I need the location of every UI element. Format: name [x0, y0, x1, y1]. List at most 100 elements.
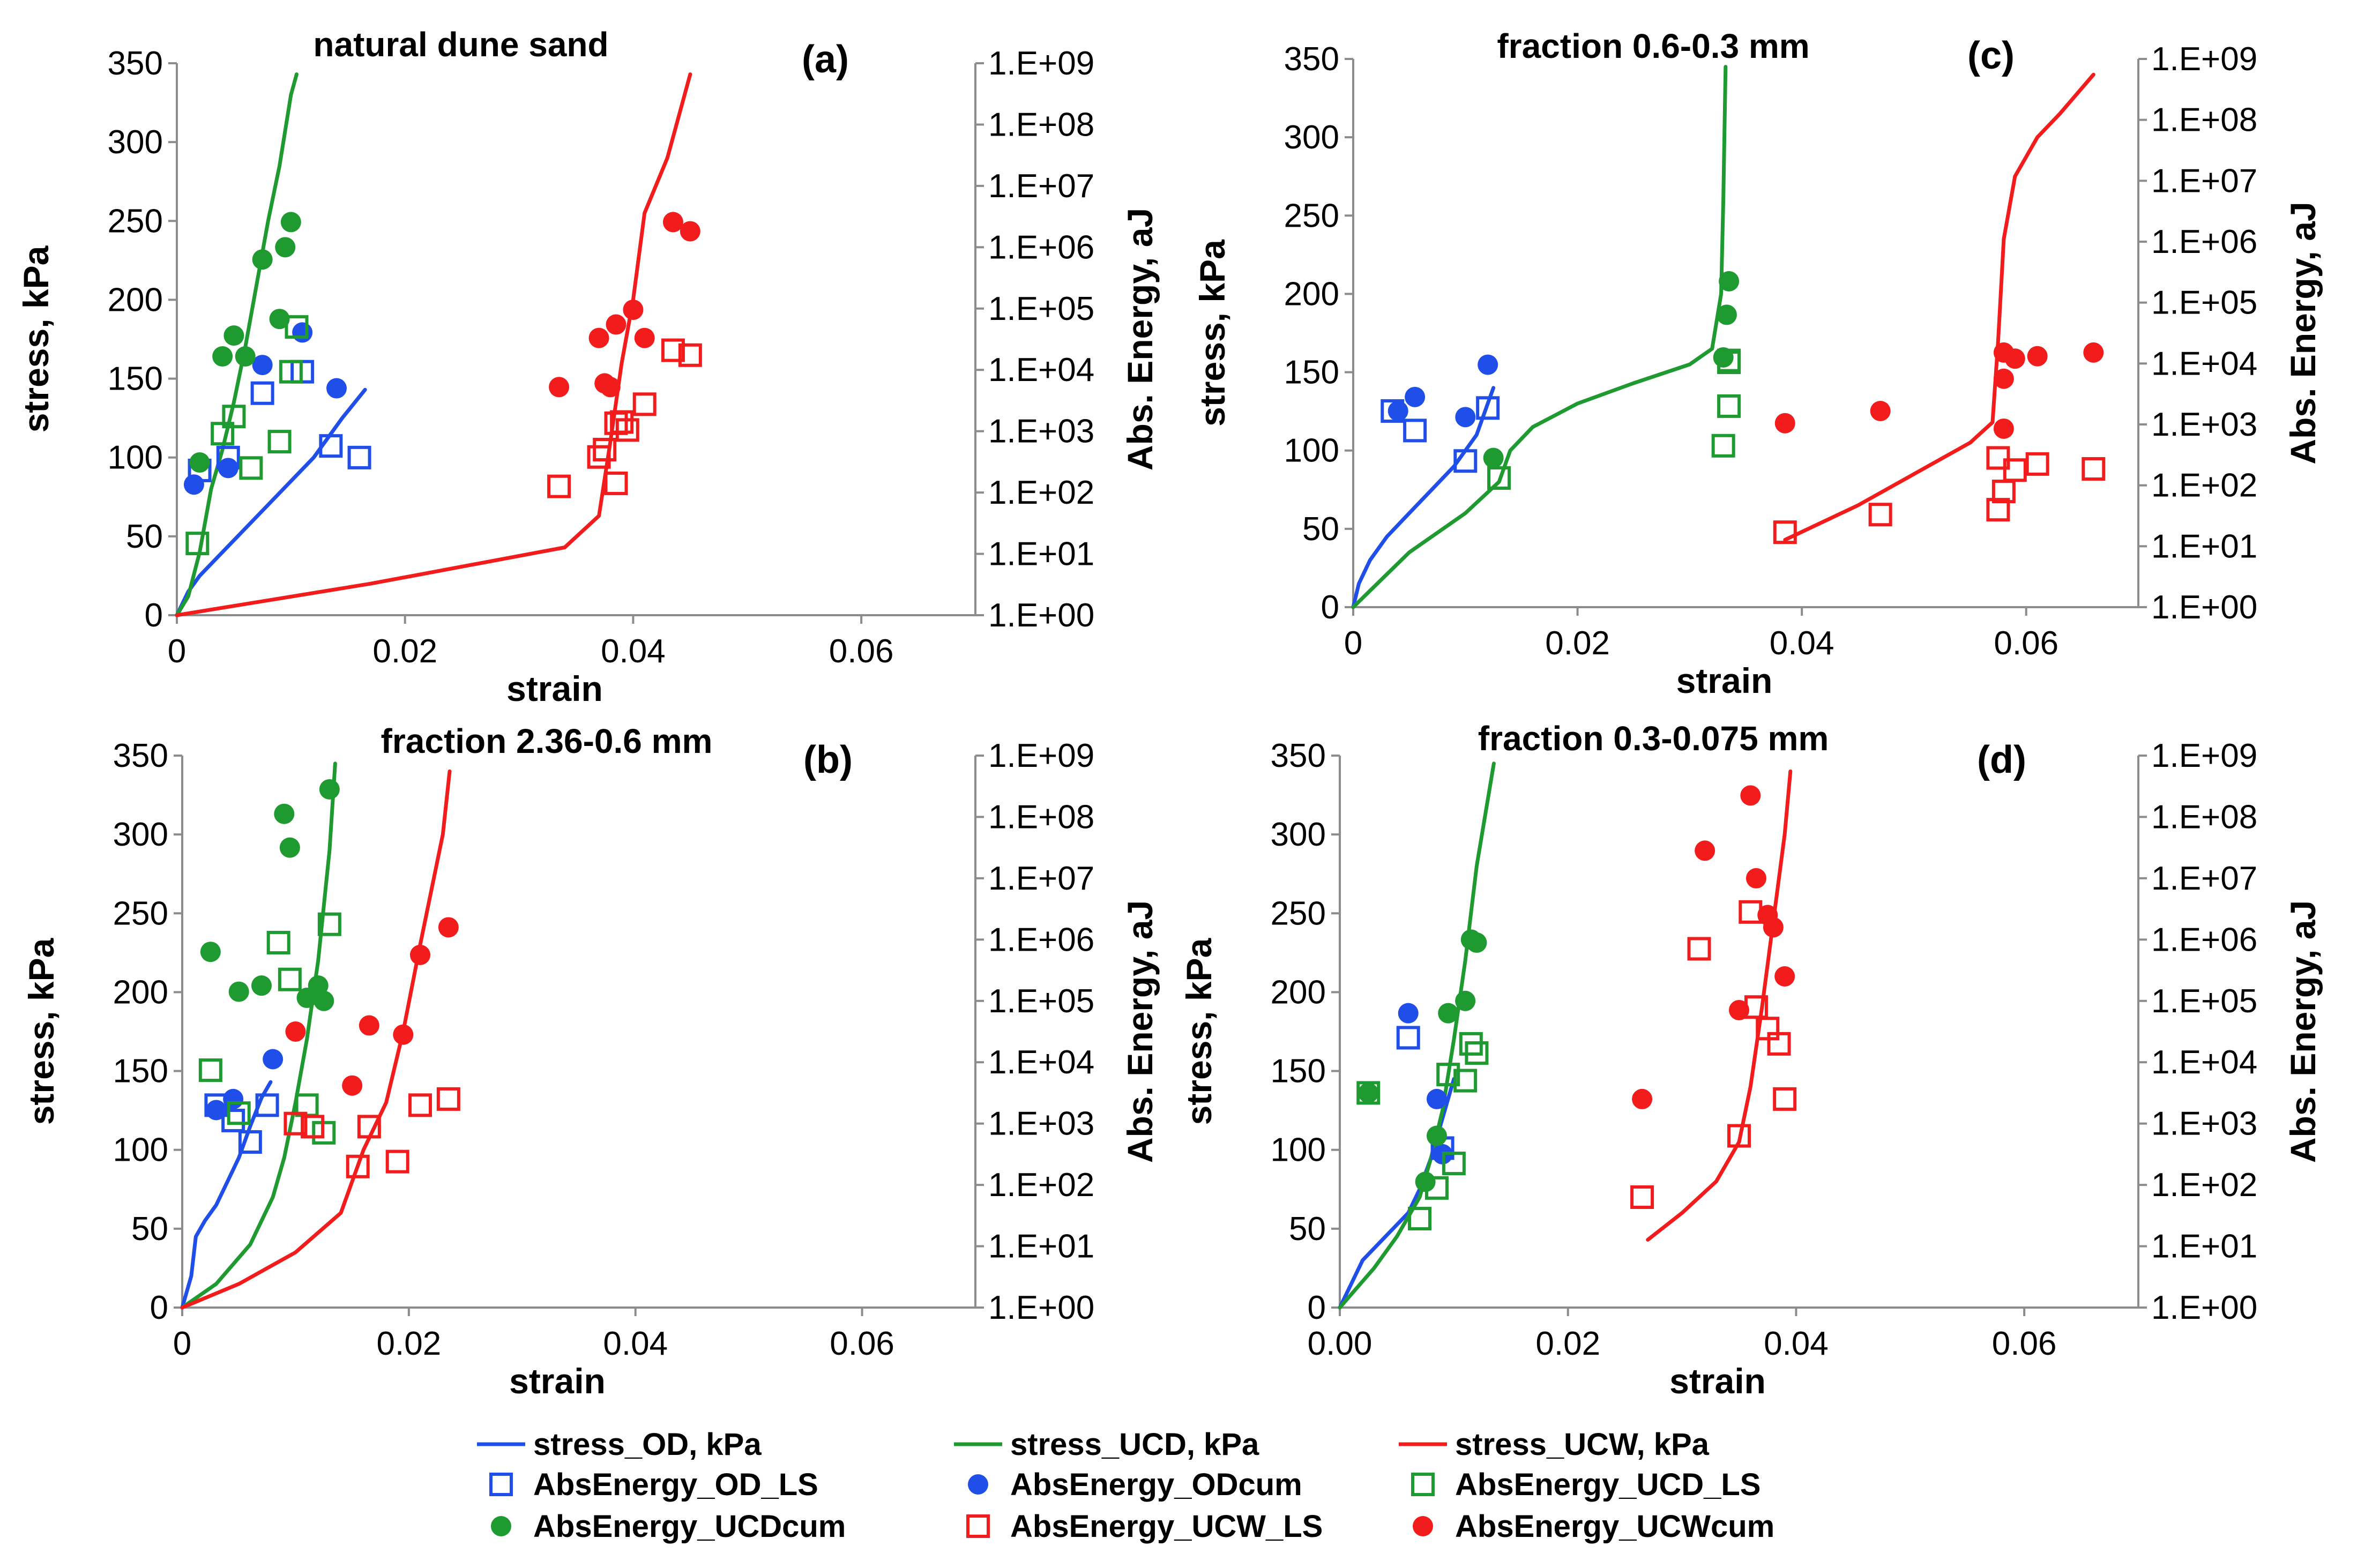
marker-absenergy-od-ls [1453, 449, 1478, 473]
panel-label: (b) [803, 738, 853, 781]
marker-absenergy-ucd-ls [279, 360, 303, 384]
y2-tick-label: 1.E+05 [2151, 285, 2257, 322]
marker-absenergy-ucdcum [1455, 990, 1476, 1011]
x-tick-label: 0.02 [1545, 625, 1610, 662]
marker-absenergy-ucdcum [200, 942, 221, 962]
y-tick-label: 50 [1302, 511, 1339, 548]
y-tick-label: 150 [108, 361, 163, 398]
series-line-stress-ucd [1351, 65, 1728, 609]
y2-tick-label: 1.E+02 [2151, 467, 2257, 504]
legend-label-absenergy-ucd-ls: AbsEnergy_UCD_LS [1455, 1467, 1761, 1502]
marker-absenergy-ucwcum [359, 1015, 379, 1036]
marker-absenergy-ucdcum [223, 325, 244, 346]
x-tick-label: 0.02 [1535, 1325, 1600, 1362]
x-axis-label: strain [1676, 661, 1773, 700]
x-tick-label: 0.04 [1770, 625, 1834, 662]
marker-absenergy-ucd-ls [267, 430, 292, 454]
marker-absenergy-ucw-ls [1630, 1185, 1654, 1209]
y2-tick-label: 1.E+05 [2151, 983, 2257, 1020]
y2-tick-label: 1.E+03 [988, 413, 1094, 450]
y2-tick-label: 1.E+04 [2151, 345, 2257, 382]
y-tick-label: 0 [1308, 1289, 1326, 1326]
y2-tick-label: 1.E+07 [988, 860, 1094, 897]
marker-absenergy-ucw-ls [587, 445, 611, 469]
marker-absenergy-ucw-ls [615, 418, 639, 442]
marker-absenergy-ucwcum [342, 1075, 363, 1096]
marker-absenergy-ucd-ls [1408, 1207, 1431, 1231]
panel-title: fraction 0.3-0.075 mm [1478, 719, 1829, 758]
y-tick-label: 300 [1284, 119, 1339, 156]
y2-tick-label: 1.E+00 [2151, 1289, 2257, 1326]
marker-absenergy-odcum [326, 378, 347, 399]
marker-absenergy-odcum [183, 474, 204, 495]
marker-absenergy-ucdcum [251, 975, 272, 996]
chart-panels: 0 50 100 150 200 250 300 350 0 0.02 0.04 0.06 1.E+00… [16, 25, 2323, 1401]
x-tick-label: 0.02 [372, 633, 437, 670]
y-tick-label: 200 [113, 974, 168, 1011]
marker-absenergy-ucwcum [588, 327, 609, 348]
y2-tick-label: 1.E+01 [2151, 528, 2257, 565]
y2-tick-label: 1.E+05 [988, 290, 1094, 327]
marker-absenergy-ucwcum [1632, 1088, 1653, 1109]
marker-absenergy-ucdcum [1716, 304, 1737, 325]
marker-absenergy-ucw-ls [1773, 1087, 1797, 1111]
x-tick-label: 0.04 [603, 1325, 668, 1362]
marker-absenergy-ucd-ls [239, 456, 263, 480]
y2-tick-label: 1.E+06 [988, 921, 1094, 958]
y2-axis-label: Abs. Energy, aJ [1120, 900, 1160, 1163]
marker-absenergy-ucw-ls [436, 1087, 460, 1111]
y2-tick-label: 1.E+04 [988, 352, 1094, 389]
y2-axis-label: Abs. Energy, aJ [2283, 201, 2323, 464]
y-tick-label: 50 [131, 1211, 168, 1248]
marker-absenergy-odcum [1398, 1003, 1419, 1024]
panel-label: (c) [1967, 34, 2015, 77]
marker-absenergy-od-ls [238, 1130, 262, 1154]
panel-title: fraction 2.36-0.6 mm [381, 722, 713, 760]
y2-tick-label: 1.E+00 [2151, 589, 2257, 626]
x-tick-label: 0.06 [1994, 625, 2058, 662]
y2-tick-label: 1.E+06 [2151, 223, 2257, 260]
marker-absenergy-ucw-ls [408, 1093, 432, 1117]
marker-absenergy-odcum [1478, 354, 1498, 375]
series-line-stress-ucd [180, 761, 337, 1310]
marker-absenergy-od-ls [221, 1108, 245, 1132]
marker-absenergy-ucd-ls [185, 532, 210, 556]
marker-absenergy-ucwcum [549, 377, 570, 398]
x-axis-label: strain [506, 669, 603, 708]
marker-absenergy-ucwcum [1695, 840, 1715, 861]
y-axis-label: stress, kPa [1192, 239, 1232, 427]
marker-absenergy-ucw-ls [2082, 457, 2106, 481]
y-axis-label: stress, kPa [21, 937, 61, 1125]
y-tick-label: 150 [113, 1053, 168, 1090]
y2-tick-label: 1.E+03 [2151, 1106, 2257, 1143]
legend-label-absenergy-od-ls: AbsEnergy_OD_LS [533, 1467, 818, 1502]
marker-absenergy-ucd-ls [266, 931, 290, 955]
marker-absenergy-ucd-ls [222, 405, 246, 429]
legend-label-stress-od: stress_OD, kPa [533, 1427, 762, 1462]
y2-tick-label: 1.E+09 [988, 45, 1094, 82]
marker-absenergy-od-ls [255, 1093, 279, 1117]
legend-label-absenergy-ucw-ls: AbsEnergy_UCW_LS [1010, 1509, 1323, 1544]
marker-absenergy-ucdcum [274, 803, 295, 824]
marker-absenergy-ucw-ls [284, 1111, 308, 1136]
marker-absenergy-ucd-ls [1442, 1152, 1466, 1176]
legend-swatch-absenergy-ucdcum [491, 1516, 511, 1536]
y2-tick-label: 1.E+07 [2151, 860, 2257, 897]
marker-absenergy-ucw-ls [385, 1149, 409, 1174]
marker-absenergy-odcum [1426, 1088, 1447, 1109]
y2-tick-label: 1.E+03 [2151, 406, 2257, 443]
y2-tick-label: 1.E+06 [2151, 921, 2257, 958]
marker-absenergy-ucdcum [212, 346, 233, 367]
marker-absenergy-ucdcum [1358, 1082, 1379, 1103]
marker-absenergy-ucdcum [189, 452, 210, 473]
y-tick-label: 0 [1321, 589, 1339, 626]
marker-absenergy-odcum [252, 355, 273, 376]
y2-tick-label: 1.E+02 [988, 1167, 1094, 1204]
marker-absenergy-ucdcum [269, 309, 290, 330]
marker-absenergy-ucw-ls [301, 1115, 325, 1139]
series-line-stress-ucw [175, 72, 692, 617]
series-line-stress-ucd [175, 72, 299, 617]
x-tick-label: 0.06 [830, 1325, 894, 1362]
legend-label-absenergy-ucdcum: AbsEnergy_UCDcum [533, 1509, 846, 1544]
y2-tick-label: 1.E+06 [988, 229, 1094, 266]
